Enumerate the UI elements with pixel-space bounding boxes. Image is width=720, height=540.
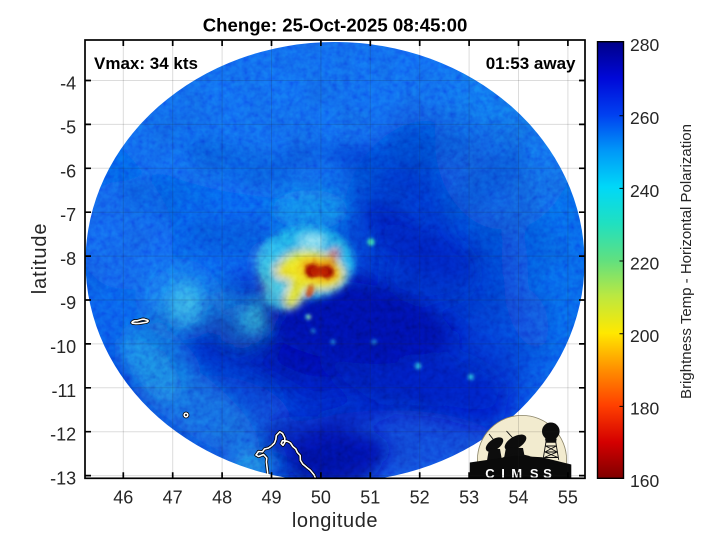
svg-text:50: 50 bbox=[311, 487, 331, 507]
svg-text:-7: -7 bbox=[60, 205, 76, 225]
svg-text:Chenge: 25-Oct-2025 08:45:00: Chenge: 25-Oct-2025 08:45:00 bbox=[203, 15, 468, 36]
svg-text:260: 260 bbox=[630, 108, 659, 128]
svg-text:200: 200 bbox=[630, 326, 659, 346]
svg-text:-5: -5 bbox=[60, 117, 76, 137]
svg-text:46: 46 bbox=[113, 487, 133, 507]
svg-text:-12: -12 bbox=[50, 425, 76, 445]
svg-text:01:53 away: 01:53 away bbox=[486, 54, 576, 73]
svg-text:C: C bbox=[485, 466, 495, 481]
svg-text:240: 240 bbox=[630, 181, 659, 201]
svg-text:M: M bbox=[511, 466, 522, 481]
svg-text:-8: -8 bbox=[60, 249, 76, 269]
svg-text:160: 160 bbox=[630, 471, 659, 491]
svg-text:S: S bbox=[530, 466, 539, 481]
svg-text:-11: -11 bbox=[52, 381, 77, 401]
svg-text:47: 47 bbox=[163, 487, 183, 507]
svg-text:280: 280 bbox=[630, 35, 659, 55]
svg-text:I: I bbox=[501, 466, 505, 481]
svg-text:-9: -9 bbox=[60, 293, 76, 313]
svg-text:180: 180 bbox=[630, 399, 659, 419]
svg-text:-6: -6 bbox=[60, 161, 76, 181]
svg-text:-13: -13 bbox=[50, 469, 76, 489]
svg-text:S: S bbox=[543, 466, 552, 481]
svg-text:longitude: longitude bbox=[292, 510, 378, 532]
svg-text:55: 55 bbox=[558, 487, 578, 507]
svg-text:52: 52 bbox=[410, 487, 430, 507]
svg-text:Vmax: 34 kts: Vmax: 34 kts bbox=[94, 54, 198, 73]
svg-text:54: 54 bbox=[508, 487, 528, 507]
svg-text:53: 53 bbox=[459, 487, 479, 507]
svg-text:latitude: latitude bbox=[29, 223, 51, 295]
svg-text:-4: -4 bbox=[60, 74, 76, 94]
svg-text:-10: -10 bbox=[50, 337, 76, 357]
svg-text:51: 51 bbox=[360, 487, 380, 507]
svg-text:48: 48 bbox=[212, 487, 232, 507]
svg-text:Brightness Temp - Horizontal P: Brightness Temp - Horizontal Polarizatio… bbox=[678, 124, 695, 399]
svg-text:220: 220 bbox=[630, 253, 659, 273]
svg-text:49: 49 bbox=[261, 487, 281, 507]
